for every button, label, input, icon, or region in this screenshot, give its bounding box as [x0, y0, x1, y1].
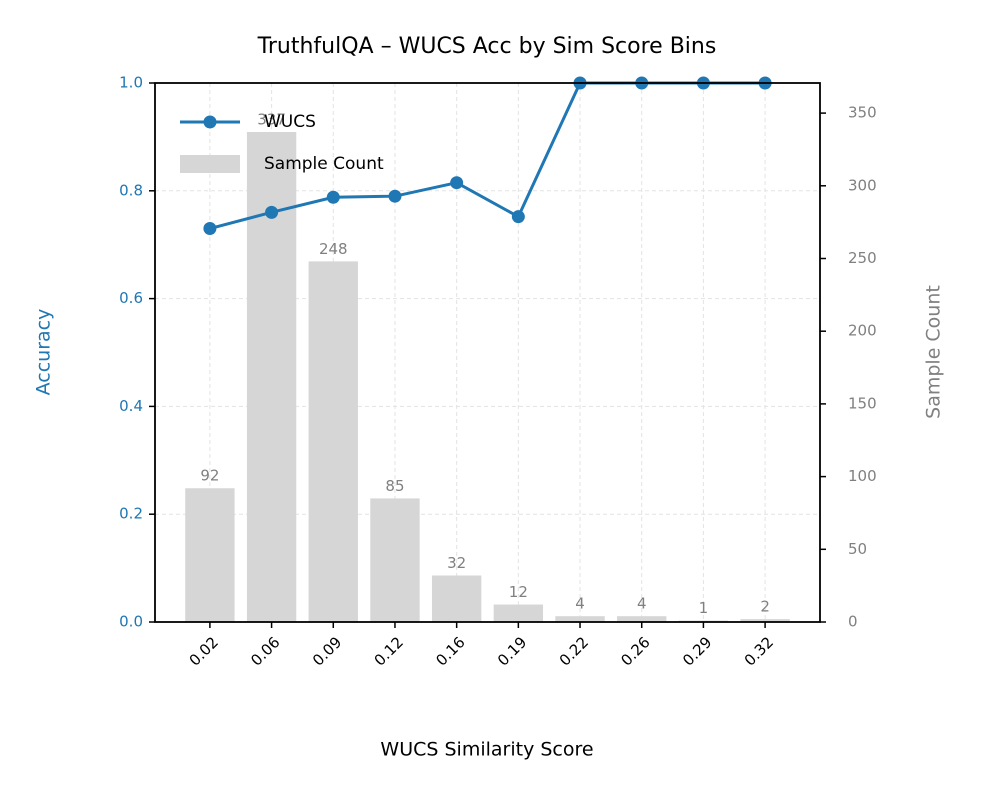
line-point: [265, 205, 279, 219]
bar-value-label: 248: [319, 240, 348, 258]
bar-value-label: 92: [200, 467, 219, 485]
line-point: [388, 189, 402, 203]
line-point: [326, 190, 340, 204]
x-tick-label: 0.19: [494, 633, 530, 669]
x-tick-label: 0.29: [679, 633, 715, 669]
x-tick-label: 0.02: [186, 633, 222, 669]
bar: [617, 616, 667, 622]
y2-tick-label: 300: [848, 176, 877, 194]
legend-swatch: [180, 155, 240, 173]
y-tick-label: 0.6: [119, 289, 143, 307]
legend-label: Sample Count: [264, 154, 384, 174]
x-tick-label: 0.26: [617, 633, 653, 669]
y2-tick-label: 150: [848, 394, 877, 412]
y-tick-label: 1.0: [119, 74, 143, 92]
y2-tick-label: 50: [848, 540, 867, 558]
bar: [555, 616, 605, 622]
x-axis-label: WUCS Similarity Score: [380, 739, 593, 761]
bar-value-label: 32: [447, 554, 466, 572]
bars: [185, 132, 790, 622]
x-tick-label: 0.06: [247, 633, 283, 669]
y-tick-label: 0.8: [119, 181, 143, 199]
bar: [740, 619, 790, 622]
bar-value-label: 4: [575, 595, 585, 613]
bar: [308, 261, 358, 622]
y2-tick-label: 200: [848, 322, 877, 340]
legend-label: WUCS: [264, 112, 316, 132]
bar-value-label: 85: [385, 477, 404, 495]
x-tick-label: 0.22: [556, 633, 592, 669]
y-tick-label: 0.4: [119, 397, 143, 415]
bar-value-label: 1: [699, 599, 709, 617]
x-tick-label: 0.32: [741, 633, 777, 669]
x-tick-label: 0.16: [432, 633, 468, 669]
bar: [370, 498, 420, 622]
bar: [246, 132, 297, 622]
x-tick-label: 0.09: [309, 633, 345, 669]
bar: [493, 604, 544, 622]
y2-tick-label: 350: [848, 104, 877, 122]
line-point: [203, 222, 217, 236]
y-axis-label: Accuracy: [33, 309, 55, 396]
y-tick-label: 0.2: [119, 505, 143, 523]
y-tick-label: 0.0: [119, 613, 143, 631]
line-point: [450, 176, 464, 190]
chart-title: TruthfulQA – WUCS Acc by Sim Score Bins: [257, 34, 717, 59]
legend-marker: [203, 115, 217, 129]
x-tick-label: 0.12: [371, 633, 407, 669]
bar-value-label: 337: [257, 111, 286, 129]
bar: [431, 575, 482, 622]
bar: [185, 488, 235, 622]
bar-value-label: 12: [509, 583, 528, 601]
y2-tick-label: 0: [848, 613, 858, 631]
plot-frame: [154, 82, 821, 623]
y2-tick-label: 100: [848, 467, 877, 485]
line-point: [511, 210, 525, 224]
y2-axis-label: Sample Count: [923, 285, 945, 419]
bar-value-label: 4: [637, 595, 647, 613]
bar-value-label: 2: [760, 598, 770, 616]
y2-tick-label: 250: [848, 249, 877, 267]
